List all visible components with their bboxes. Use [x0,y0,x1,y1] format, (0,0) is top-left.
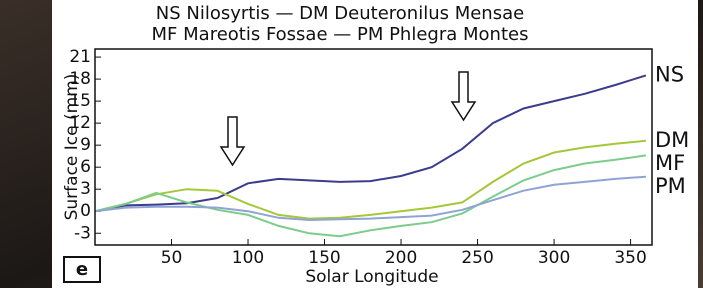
x-tick-label: 200 [385,248,417,268]
title-line: MF Mareotis Fossae — PM Phlegra Montes [152,24,529,45]
y-tick-label: 6 [80,157,91,177]
legend-label: DM [655,128,689,152]
y-tick-label: 0 [80,201,91,221]
title-line: NS Nilosyrtis — DM Deuteronilus Mensae [156,3,524,24]
panel-label: e [76,259,88,280]
y-tick-label: 18 [69,69,91,89]
y-tick-label: 21 [69,47,91,67]
chart: NS Nilosyrtis — DM Deuteronilus Mensae M… [0,0,703,288]
y-tick-label: 3 [80,179,91,199]
y-tick-label: 15 [69,91,91,111]
y-tick-label: -3 [74,223,91,243]
x-tick-label: 250 [461,248,493,268]
x-tick-label: 150 [308,248,340,268]
x-tick-label: 50 [161,248,183,268]
x-tick-label: 300 [538,248,570,268]
x-tick-label: 350 [614,248,646,268]
legend-label: MF [655,151,685,175]
x-axis-label: Solar Longitude [305,267,438,287]
legend-label: PM [655,174,686,198]
y-tick-label: 9 [80,135,91,155]
legend-label: NS [655,62,684,86]
x-tick-label: 100 [232,248,264,268]
y-tick-label: 12 [69,113,91,133]
